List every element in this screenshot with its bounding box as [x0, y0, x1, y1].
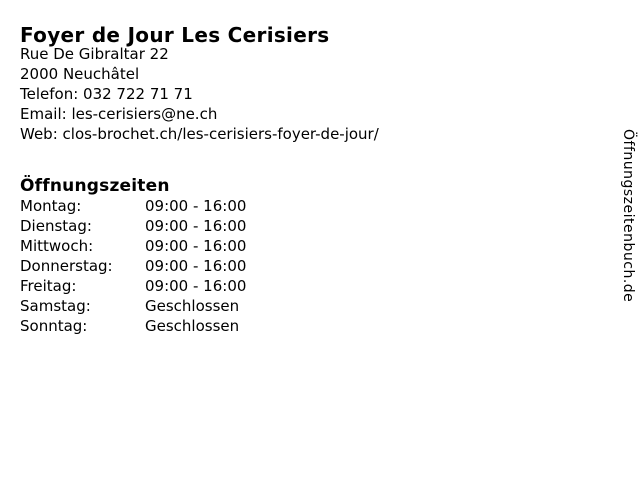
page-title: Foyer de Jour Les Cerisiers — [20, 23, 330, 48]
hours-value: 09:00 - 16:00 — [145, 217, 247, 235]
contact-block: Rue De Gibraltar 22 2000 Neuchâtel Telef… — [20, 44, 379, 144]
hours-value: 09:00 - 16:00 — [145, 257, 247, 275]
hours-value: Geschlossen — [145, 317, 240, 335]
email-line: Email: les-cerisiers@ne.ch — [20, 105, 218, 123]
watermark-vertical-text: Öffnungszeitenbuch.de — [620, 129, 636, 303]
day-label: Samstag: — [20, 297, 91, 315]
web-line: Web: clos-brochet.ch/les-cerisiers-foyer… — [20, 125, 379, 143]
hours-row-samstag: Samstag: Geschlossen — [20, 296, 246, 316]
hours-row-freitag: Freitag: 09:00 - 16:00 — [20, 276, 246, 296]
opening-hours-table: Montag: 09:00 - 16:00 Dienstag: 09:00 - … — [20, 196, 246, 336]
day-label: Sonntag: — [20, 317, 88, 335]
hours-row-donnerstag: Donnerstag: 09:00 - 16:00 — [20, 256, 246, 276]
day-label: Montag: — [20, 197, 82, 215]
day-label: Dienstag: — [20, 217, 92, 235]
opening-hours-heading: Öffnungszeiten — [20, 176, 170, 197]
hours-value: 09:00 - 16:00 — [145, 197, 247, 215]
address-line-1: Rue De Gibraltar 22 — [20, 45, 169, 63]
day-label: Donnerstag: — [20, 257, 113, 275]
address-line-2: 2000 Neuchâtel — [20, 65, 140, 83]
hours-row-mittwoch: Mittwoch: 09:00 - 16:00 — [20, 236, 246, 256]
hours-row-dienstag: Dienstag: 09:00 - 16:00 — [20, 216, 246, 236]
day-label: Mittwoch: — [20, 237, 94, 255]
day-label: Freitag: — [20, 277, 77, 295]
hours-value: 09:00 - 16:00 — [145, 277, 247, 295]
phone-line: Telefon: 032 722 71 71 — [20, 85, 193, 103]
hours-row-montag: Montag: 09:00 - 16:00 — [20, 196, 246, 216]
hours-row-sonntag: Sonntag: Geschlossen — [20, 316, 246, 336]
hours-value: 09:00 - 16:00 — [145, 237, 247, 255]
hours-value: Geschlossen — [145, 297, 240, 315]
